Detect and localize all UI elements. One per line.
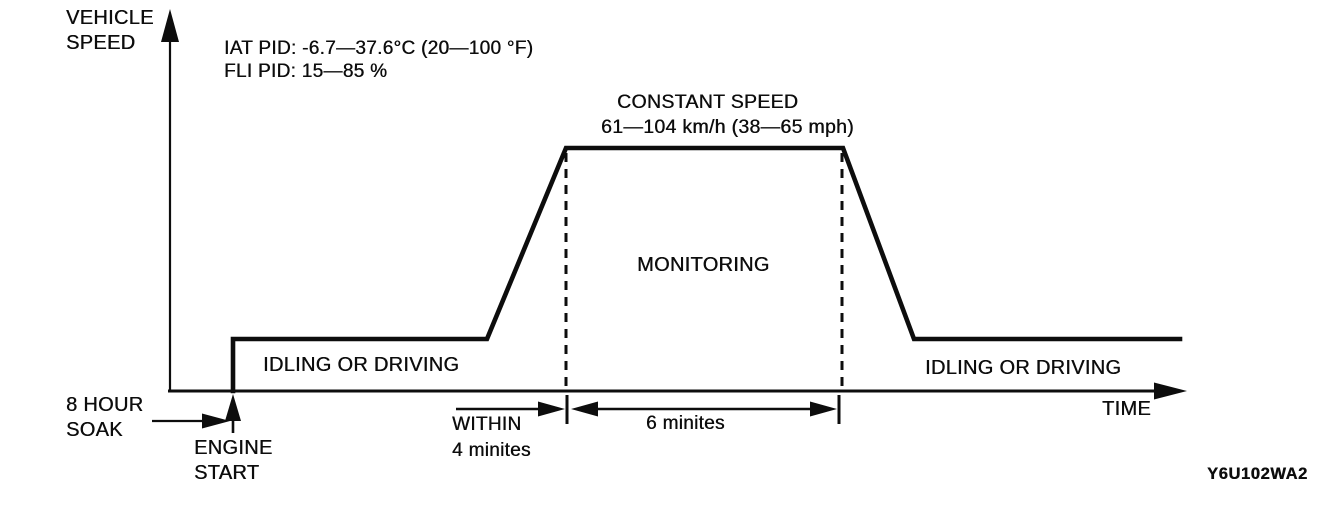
six-minutes-right-arrowhead-icon [810, 401, 837, 417]
soak-arrowhead-icon [202, 413, 230, 429]
monitoring-label: MONITORING [637, 254, 770, 276]
speed-trace-line [230, 145, 1183, 394]
y-axis-label: VEHICLE SPEED [66, 7, 154, 54]
x-axis-label: TIME [1102, 398, 1151, 420]
six-minutes-left-arrowhead-icon [571, 401, 598, 417]
idling-left-label: IDLING OR DRIVING [263, 354, 460, 376]
figure-code: Y6U102WA2 [1207, 465, 1308, 483]
constant-speed-title: CONSTANT SPEED [617, 91, 799, 113]
soak-label: 8 HOUR SOAK [66, 394, 144, 441]
within-4-minutes-arrowhead-icon [538, 401, 565, 417]
six-minutes-label: 6 minites [646, 413, 725, 434]
x-axis-arrowhead-icon [1154, 382, 1187, 400]
pid-conditions-text: IAT PID: -6.7—37.6°C (20—100 °F) FLI PID… [224, 38, 534, 82]
idling-right-label: IDLING OR DRIVING [925, 357, 1122, 379]
within-4-minutes-label: WITHIN 4 minites [452, 414, 531, 461]
y-axis-arrowhead-icon [161, 9, 179, 42]
constant-speed-range: 61—104 km/h (38—65 mph) [601, 116, 854, 138]
engine-start-label: ENGINE START [194, 437, 273, 484]
engine-start-arrowhead-icon [225, 394, 241, 421]
